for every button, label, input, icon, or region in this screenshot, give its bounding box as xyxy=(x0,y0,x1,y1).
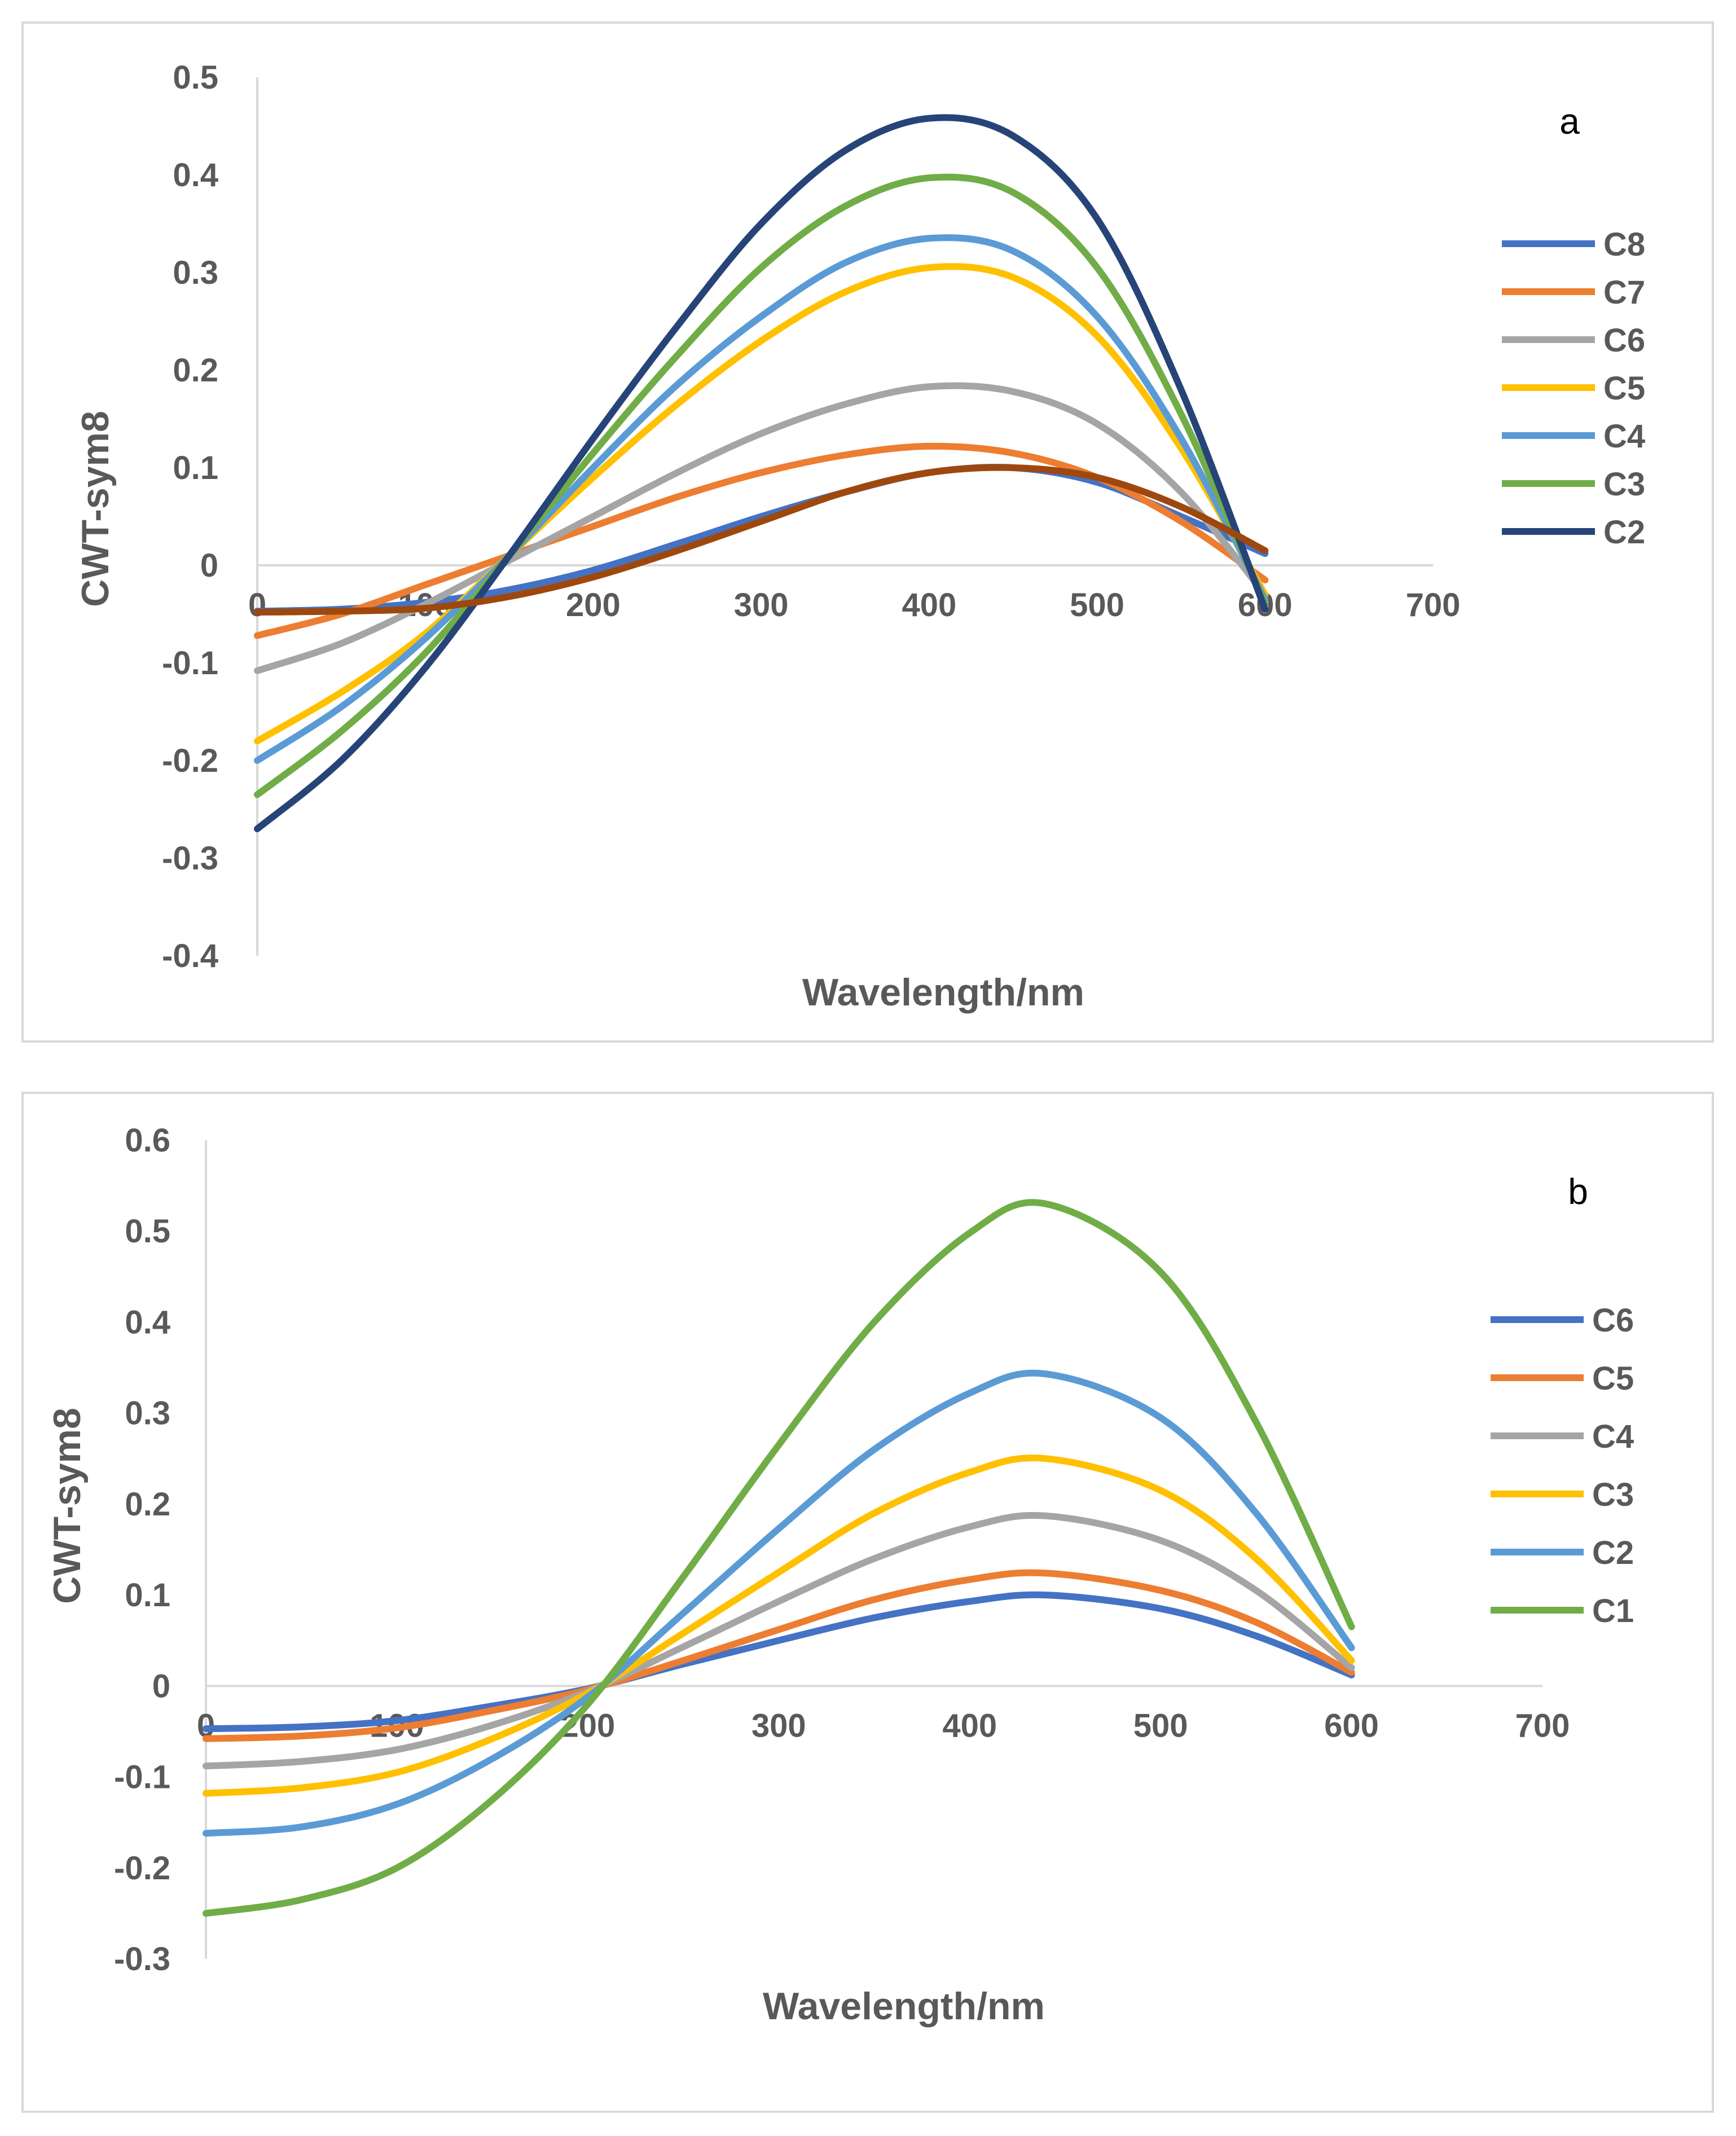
y-tick-label: 0.4 xyxy=(125,1304,170,1341)
legend-label-c6: C6 xyxy=(1603,322,1645,359)
legend-label-c4: C4 xyxy=(1592,1418,1634,1455)
y-tick-label: 0.1 xyxy=(173,450,218,486)
series-line-c2 xyxy=(203,1369,1355,1837)
legend-label-c4: C4 xyxy=(1603,418,1645,455)
y-axis-title: CWT-sym8 xyxy=(74,411,117,607)
y-tick-label: 0.5 xyxy=(125,1213,170,1250)
panel-label: b xyxy=(1568,1171,1588,1212)
legend-label-c3: C3 xyxy=(1603,466,1645,503)
y-tick-label: 0.4 xyxy=(173,157,218,194)
y-tick-label: 0.5 xyxy=(173,59,218,96)
legend-label-c5: C5 xyxy=(1592,1360,1634,1397)
series-line-c4 xyxy=(203,1511,1355,1770)
series-line-c6 xyxy=(254,382,1269,674)
y-tick-label: 0.2 xyxy=(173,352,218,389)
x-axis-title: Wavelength/nm xyxy=(802,971,1084,1014)
chart-panel-b: -0.3 -0.2 -0.1 0 0.1 0.2 0.3 0.4 0.5 0.6 0 100 200 30… xyxy=(21,1092,1714,2113)
legend-label-c8: C8 xyxy=(1603,226,1645,263)
x-tick-label: 400 xyxy=(902,587,956,623)
chart-b-svg: -0.3-0.2-0.100.10.20.30.40.50.60 100 200 30… xyxy=(46,1122,1634,2028)
chart-panel-a: -0.4 -0.3 -0.2 -0.1 0 0.1 0.2 0.3 0.4 0.5 0 100 200 3… xyxy=(21,21,1714,1043)
chart-a-svg: -0.4-0.3-0.2-0.100.10.20.30.40.50 100 200 3… xyxy=(74,59,1645,1014)
y-tick-label: 0 xyxy=(152,1668,170,1704)
series-line-c5 xyxy=(254,263,1269,745)
y-tick-label: 0.3 xyxy=(125,1395,170,1432)
x-tick-label: 500 xyxy=(1070,587,1124,623)
series-line-unlabeled xyxy=(254,464,1269,616)
x-tick-label: 400 xyxy=(942,1707,997,1744)
series-line-c1 xyxy=(203,1199,1355,1917)
panel-label: a xyxy=(1559,101,1580,142)
legend-label-c2: C2 xyxy=(1592,1535,1634,1571)
x-tick-label: 300 xyxy=(734,587,789,623)
y-tick-label: -0.3 xyxy=(114,1941,170,1977)
y-tick-label: -0.2 xyxy=(162,742,218,779)
legend-label-c7: C7 xyxy=(1603,274,1645,311)
y-tick-label: 0.3 xyxy=(173,254,218,291)
legend-label-c3: C3 xyxy=(1592,1476,1634,1513)
y-tick-label: 0.2 xyxy=(125,1486,170,1523)
legend-label-c5: C5 xyxy=(1603,370,1645,407)
series-line-c4 xyxy=(254,234,1269,764)
y-tick-label: -0.1 xyxy=(114,1759,170,1796)
y-tick-label: -0.3 xyxy=(162,840,218,877)
series-line-c6 xyxy=(203,1591,1355,1733)
x-tick-label: 700 xyxy=(1406,587,1461,623)
y-tick-label: 0 xyxy=(200,547,218,584)
y-axis-title: CWT-sym8 xyxy=(46,1408,89,1604)
legend-label-c1: C1 xyxy=(1592,1593,1634,1629)
x-tick-label: 700 xyxy=(1515,1707,1570,1744)
x-axis-title: Wavelength/nm xyxy=(763,1985,1045,2028)
y-tick-label: 0.6 xyxy=(125,1122,170,1159)
x-tick-label: 300 xyxy=(751,1707,806,1744)
series-line-c5 xyxy=(203,1569,1355,1742)
series-line-c2 xyxy=(254,114,1269,833)
y-tick-label: -0.1 xyxy=(162,645,218,682)
x-tick-label: 600 xyxy=(1324,1707,1379,1744)
x-tick-label: 200 xyxy=(566,587,621,623)
legend-label-c6: C6 xyxy=(1592,1302,1634,1339)
y-tick-label: 0.1 xyxy=(125,1577,170,1614)
y-tick-label: -0.4 xyxy=(162,938,218,974)
y-tick-label: -0.2 xyxy=(114,1850,170,1887)
x-tick-label: 500 xyxy=(1133,1707,1188,1744)
series-line-c3 xyxy=(203,1454,1355,1797)
legend-label-c2: C2 xyxy=(1603,514,1645,551)
series-line-c3 xyxy=(254,173,1269,798)
x-tick-label: 0 xyxy=(248,587,266,623)
